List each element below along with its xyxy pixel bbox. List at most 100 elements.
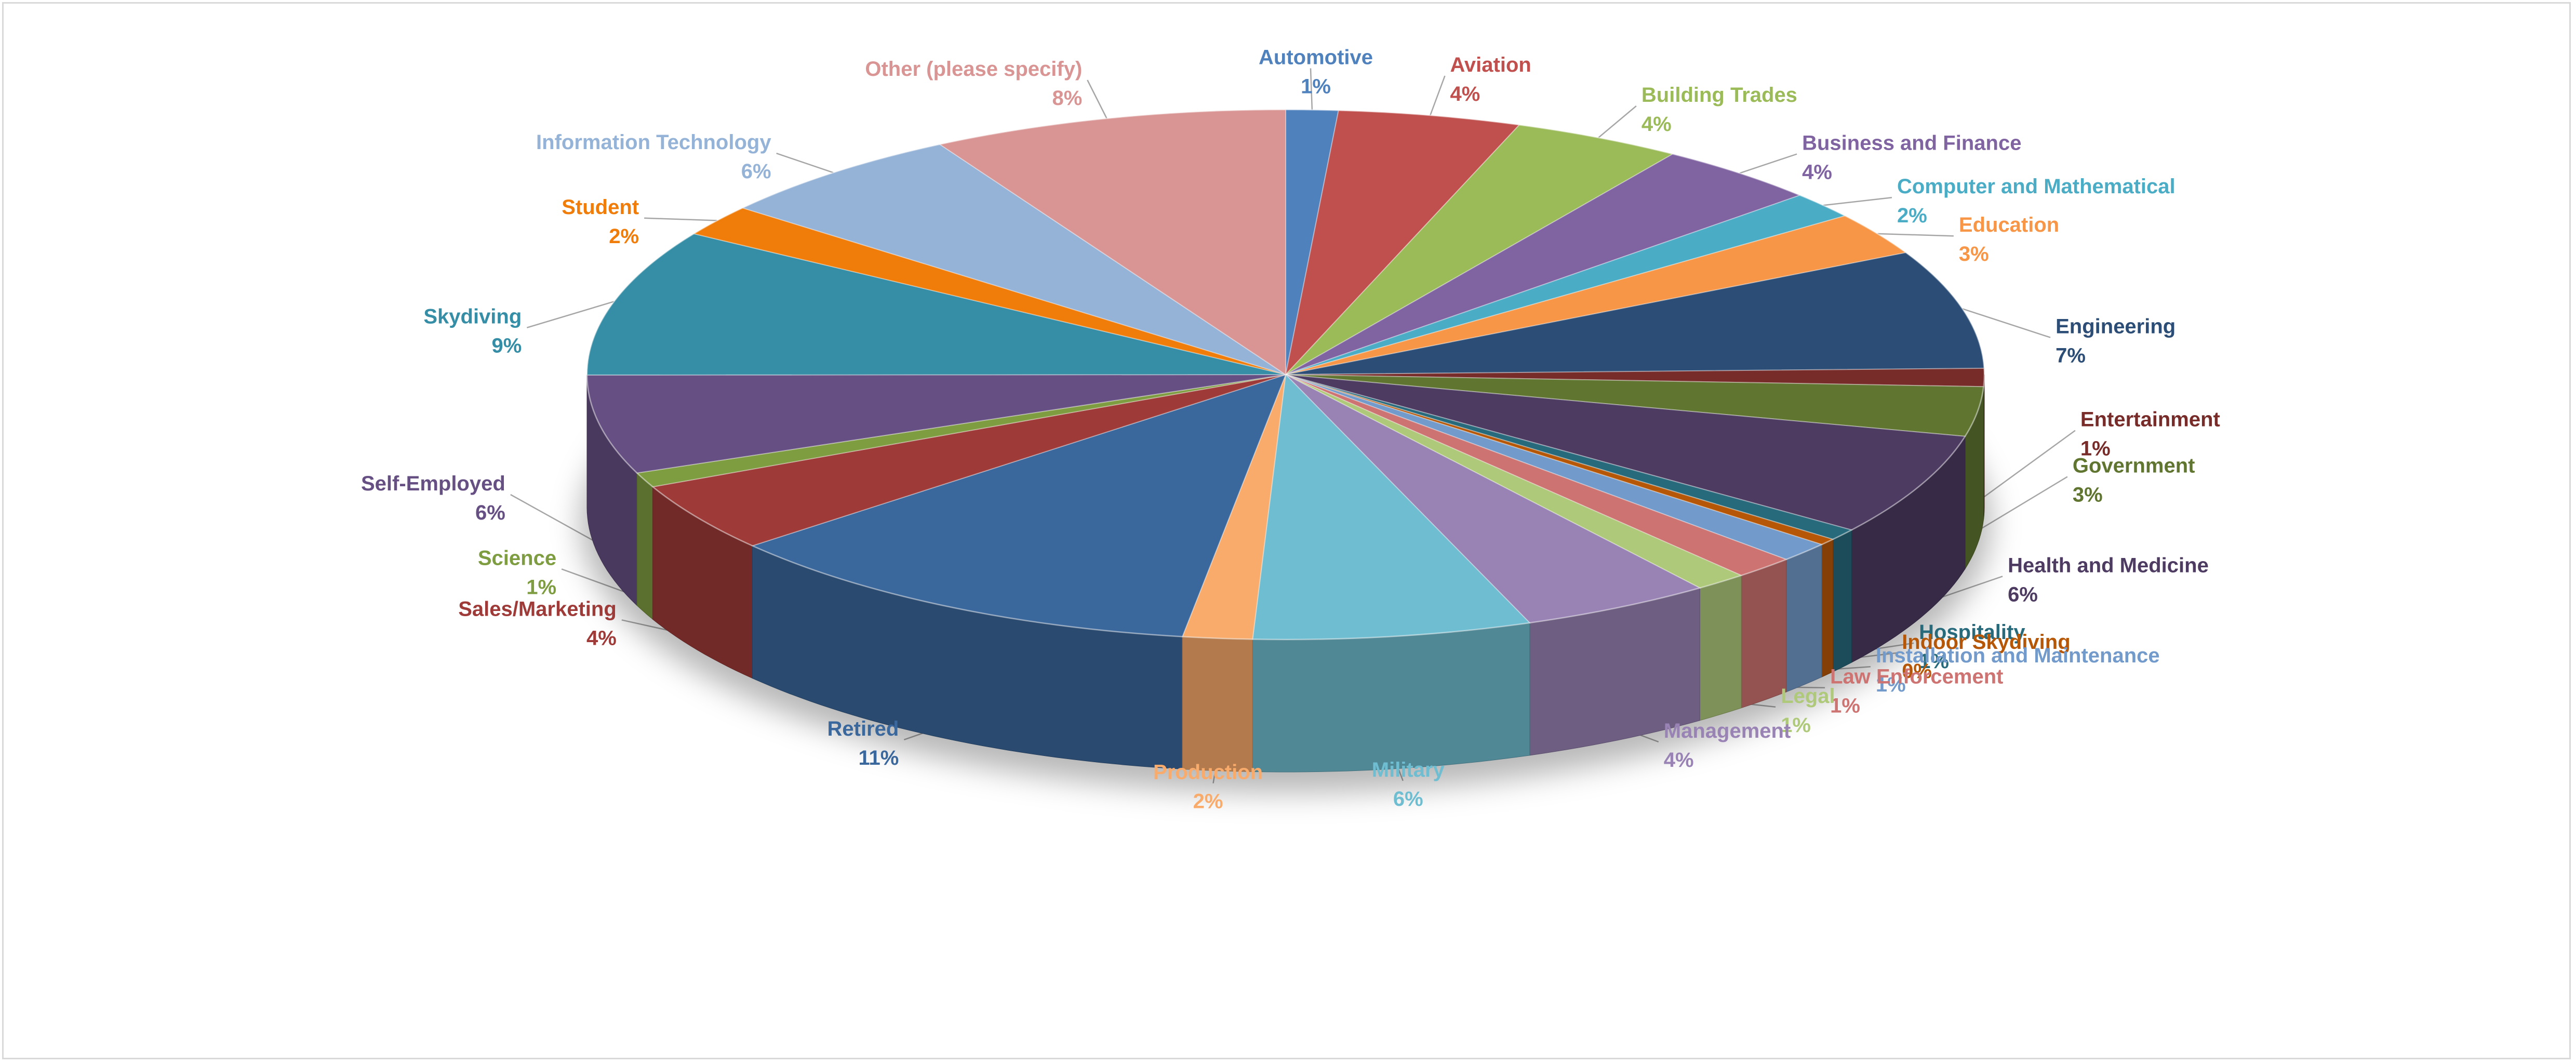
data-label-skydiving: Skydiving 9% (423, 305, 522, 357)
pie-slice-self-employed (586, 374, 1286, 474)
pie-side-production (1182, 636, 1253, 772)
data-label-category: Management (1664, 720, 1791, 742)
data-label-hospitality: Hospitality 1% (1919, 621, 2025, 673)
data-label-category: Aviation (1450, 54, 1531, 76)
data-label-military: Military 6% (1372, 759, 1445, 810)
pie-slice-skydiving (586, 233, 1286, 376)
data-label-percent: 1% (1830, 695, 1860, 717)
data-label-percent: 4% (1641, 113, 1672, 136)
data-label-entertainment: Entertainment 1% (2080, 408, 2220, 460)
data-label-automotive: Automotive 1% (1259, 46, 1373, 98)
data-label-aviation: Aviation 4% (1450, 54, 1531, 105)
data-label-category: Legal (1781, 685, 1835, 708)
data-label-category: Retired (827, 717, 899, 740)
data-label-percent: 9% (491, 335, 522, 357)
pie-slice-engineering (1285, 252, 1985, 375)
pie-slice-legal (1285, 374, 1743, 589)
data-label-health-and-medicine: Health and Medicine 6% (2008, 554, 2209, 606)
data-label-category: Engineering (2056, 315, 2175, 338)
leader-line-skydiving (526, 301, 615, 328)
pie-slice-information-technology (741, 143, 1286, 375)
data-label-percent: 1% (1876, 673, 1906, 696)
data-label-category: Business and Finance (1802, 132, 2021, 155)
data-label-category: Law Enforcement (1830, 666, 2003, 688)
data-label-category: Building Trades (1641, 84, 1797, 107)
pie-slice-law-enforcement (1285, 374, 1788, 576)
pie-slice-military (1252, 373, 1531, 640)
pie-slice-management (1285, 374, 1702, 623)
data-label-percent: 2% (1193, 790, 1223, 813)
data-label-percent: 2% (609, 225, 639, 248)
data-label-indoor-skydiving: Indoor Skydiving 0% (1902, 631, 2070, 683)
leader-line-other-please-specify (1087, 79, 1107, 119)
leader-line-government (1977, 476, 2068, 531)
data-label-percent: 1% (1781, 714, 1811, 737)
data-label-percent: 4% (1664, 749, 1694, 772)
data-label-government: Government 3% (2073, 455, 2195, 507)
data-label-category: Production (1153, 761, 1263, 784)
data-label-engineering: Engineering 7% (2056, 315, 2175, 367)
data-label-percent: 1% (1301, 75, 1331, 98)
pie-slice-sales-marketing (651, 374, 1286, 547)
data-label-education: Education 3% (1959, 214, 2059, 265)
data-label-percent: 11% (858, 747, 899, 769)
data-label-building-trades: Building Trades 4% (1641, 84, 1797, 136)
data-label-category: Entertainment (2080, 408, 2220, 431)
pie-side-military (1252, 622, 1530, 773)
data-label-category: Other (please specify) (865, 58, 1082, 81)
pie-slice-entertainment (1285, 367, 1985, 388)
data-label-percent: 6% (1393, 788, 1423, 810)
data-label-production: Production 2% (1153, 761, 1263, 813)
data-label-management: Management 4% (1664, 720, 1791, 772)
leader-line-business-and-finance (1739, 153, 1797, 174)
data-label-percent: 8% (1052, 87, 1082, 110)
pie-slice-other-please-specify (938, 109, 1286, 376)
pie-slice-government (1285, 374, 1984, 437)
pie-slice-health-and-medicine (1285, 374, 1966, 531)
pie-slice-aviation (1285, 110, 1520, 377)
pie-side-hospitality (1833, 529, 1852, 672)
pie-slice-retired (751, 374, 1287, 637)
data-label-percent: 0% (1902, 660, 1932, 683)
pie-side-law-enforcement (1741, 559, 1787, 709)
pie-slice-science (636, 374, 1286, 488)
data-label-category: Student (562, 196, 639, 219)
data-label-information-technology: Information Technology 6% (536, 131, 771, 183)
data-label-category: Installation and Maintenance (1876, 644, 2160, 667)
pie-side-science (636, 472, 653, 620)
pie-slice-production (1181, 374, 1286, 640)
data-label-computer-and-mathematical: Computer and Mathematical 2% (1897, 175, 2175, 227)
leader-line-engineering (1962, 308, 2051, 338)
leader-line-computer-and-mathematical (1823, 196, 1892, 206)
pie-rim (586, 109, 1985, 641)
data-label-category: Skydiving (423, 305, 522, 328)
pie-slice-building-trades (1285, 124, 1674, 375)
data-label-other-please-specify: Other (please specify) 8% (865, 58, 1082, 110)
pie-side-installation-and-maintenance (1786, 544, 1822, 693)
data-label-percent: 7% (2056, 344, 2086, 367)
pie-slice-computer-and-mathematical (1285, 194, 1847, 375)
data-label-legal: Legal 1% (1781, 685, 1835, 737)
leader-line-student (644, 217, 717, 221)
pie-slice-education (1285, 215, 1907, 375)
data-label-percent: 4% (1450, 83, 1480, 105)
data-label-percent: 6% (2008, 583, 2038, 606)
data-label-category: Health and Medicine (2008, 554, 2209, 577)
data-label-category: Indoor Skydiving (1902, 631, 2070, 654)
leader-line-entertainment (1984, 430, 2076, 498)
pie-slice-indoor-skydiving (1285, 374, 1835, 546)
data-label-percent: 1% (1919, 650, 1949, 673)
data-label-percent: 4% (586, 627, 617, 649)
data-label-business-and-finance: Business and Finance 4% (1802, 132, 2021, 184)
data-label-science: Science 1% (478, 547, 556, 598)
pie-side-indoor-skydiving (1821, 539, 1833, 677)
data-label-category: Government (2073, 455, 2195, 477)
data-label-percent: 6% (475, 501, 505, 524)
pie-side-legal (1699, 575, 1742, 721)
data-label-retired: Retired 11% (827, 717, 899, 769)
data-label-category: Information Technology (536, 131, 771, 154)
